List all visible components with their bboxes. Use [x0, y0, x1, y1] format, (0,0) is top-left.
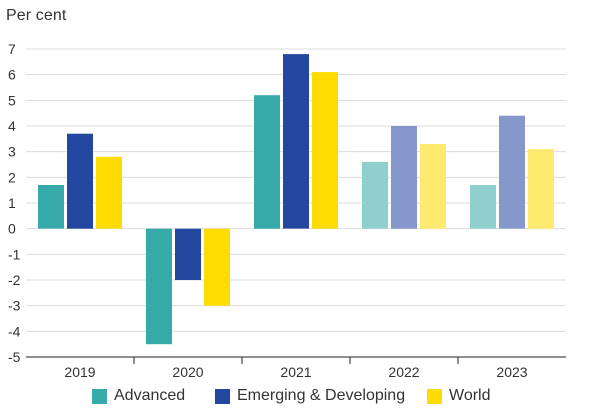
y-axis-label: Per cent [6, 7, 67, 24]
axes: 7 6 5 4 3 2 1 0 -1 -2 -3 -4 -5 2019 2020 2021 2022 2023 [8, 41, 566, 380]
legend-label-advanced: Advanced [114, 387, 186, 404]
legend: Advanced Emerging & Developing World [0, 383, 601, 409]
bar-world-2023 [528, 149, 554, 229]
bar-world-2021 [312, 72, 338, 229]
bar-emerging-developing-2019 [67, 133, 93, 229]
bar-world-2022 [420, 144, 446, 229]
bar-world-2019 [96, 156, 122, 229]
legend-item-advanced: Advanced [92, 383, 185, 409]
bar-emerging-developing-2020 [175, 228, 201, 280]
legend-item-emerging-developing: Emerging & Developing [215, 383, 405, 409]
legend-swatch-advanced [92, 388, 107, 404]
legend-swatch-world [427, 388, 442, 404]
bar-advanced-2019 [38, 185, 64, 229]
y-tick-label-1: 1 [8, 195, 16, 211]
legend-label-world: World [449, 387, 491, 404]
bar-advanced-2022 [362, 161, 388, 229]
bar-world-2020 [204, 228, 230, 306]
legend-swatch-emerging-developing [215, 388, 230, 404]
legend-item-world: World [427, 383, 491, 409]
bar-advanced-2023 [470, 185, 496, 229]
x-tick-label-2020: 2020 [172, 364, 203, 380]
x-tick-label-2022: 2022 [388, 364, 419, 380]
bar-emerging-developing-2021 [283, 54, 309, 229]
x-tick-label-2023: 2023 [496, 364, 527, 380]
bars [38, 54, 554, 345]
x-tick-label-2021: 2021 [280, 364, 311, 380]
y-tick-label-neg2: -2 [8, 272, 21, 288]
y-tick-label-0: 0 [8, 221, 16, 237]
y-tick-label-neg1: -1 [8, 246, 21, 262]
bar-advanced-2020 [146, 228, 172, 345]
y-tick-label-5: 5 [8, 92, 16, 108]
y-tick-label-2: 2 [8, 169, 16, 185]
bar-emerging-developing-2023 [499, 115, 525, 229]
legend-label-emerging-developing: Emerging & Developing [237, 387, 406, 404]
x-tick-label-2019: 2019 [64, 364, 95, 380]
bar-emerging-developing-2022 [391, 126, 417, 229]
bar-advanced-2021 [254, 95, 280, 229]
y-tick-label-neg5: -5 [8, 349, 21, 365]
y-tick-label-neg3: -3 [8, 298, 21, 314]
y-tick-label-3: 3 [8, 144, 16, 160]
y-tick-label-6: 6 [8, 67, 16, 83]
y-tick-label-7: 7 [8, 41, 16, 57]
y-tick-label-neg4: -4 [8, 323, 21, 339]
y-tick-label-4: 4 [8, 118, 16, 134]
